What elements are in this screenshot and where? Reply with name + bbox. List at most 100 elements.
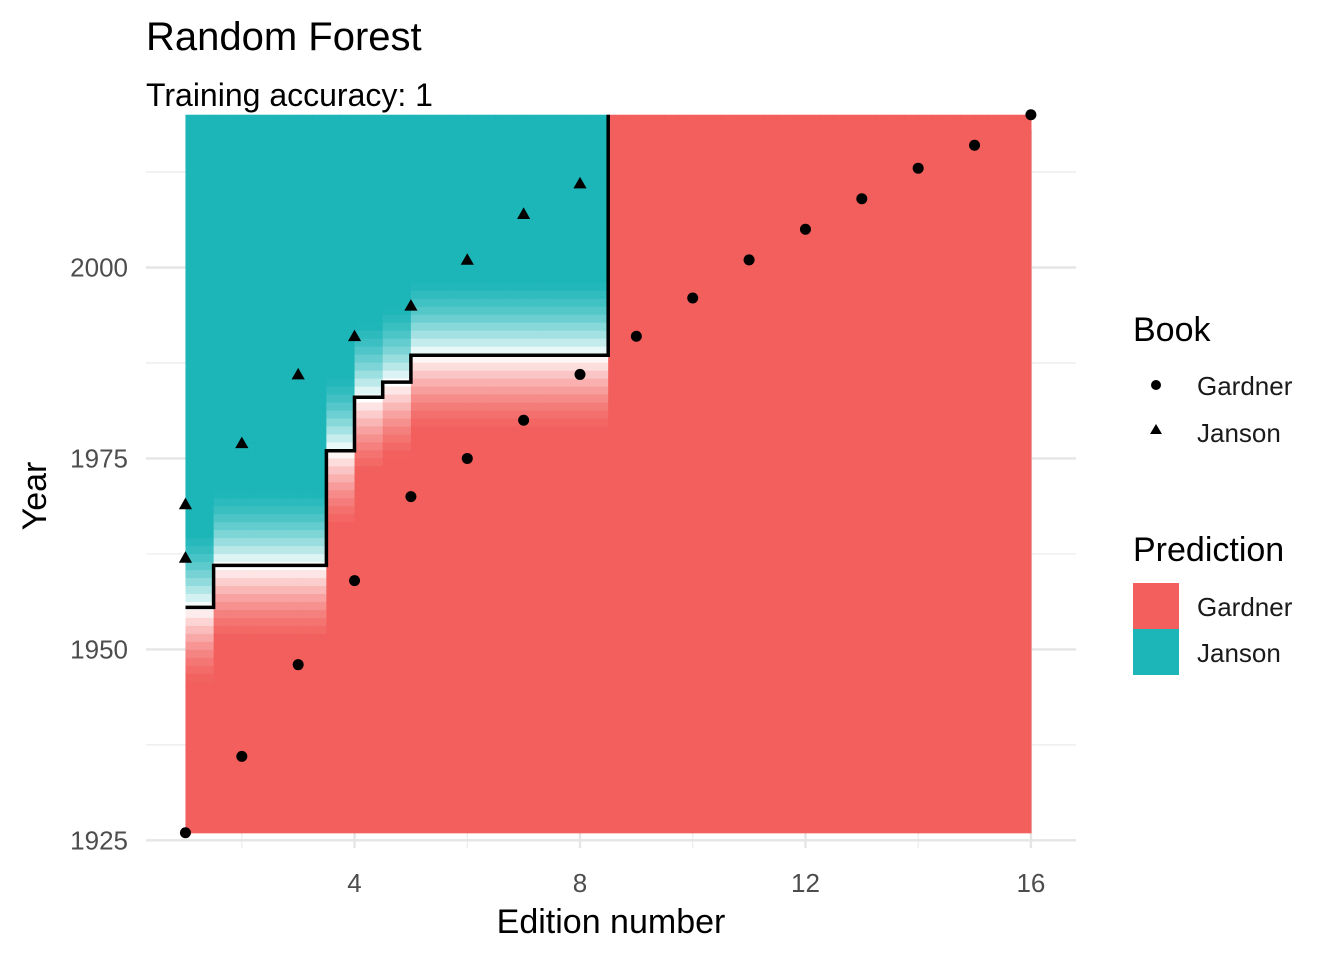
prediction-tile: [763, 178, 778, 188]
prediction-tile: [706, 537, 722, 547]
prediction-tile: [847, 202, 863, 212]
prediction-tile: [255, 162, 271, 172]
prediction-tile: [453, 138, 468, 148]
prediction-tile: [833, 114, 849, 124]
prediction-tile: [537, 792, 553, 802]
prediction-tile: [946, 705, 962, 714]
prediction-tile: [509, 609, 525, 618]
prediction-tile: [241, 489, 257, 499]
prediction-tile: [396, 122, 412, 132]
prediction-tile: [227, 736, 243, 746]
prediction-tile: [636, 314, 652, 323]
prediction-tile: [847, 194, 863, 204]
prediction-tile: [847, 641, 863, 650]
prediction-tile: [805, 417, 821, 427]
prediction-tile: [580, 681, 595, 690]
prediction-tile: [410, 593, 426, 602]
prediction-tile: [241, 306, 257, 315]
prediction-tile: [481, 744, 497, 754]
prediction-tile: [678, 729, 694, 738]
prediction-tile: [354, 577, 370, 587]
prediction-tile: [720, 465, 736, 475]
prediction-tile: [918, 417, 933, 427]
prediction-tile: [227, 768, 243, 778]
prediction-tile: [439, 401, 454, 411]
prediction-tile: [481, 202, 497, 212]
prediction-tile: [608, 681, 623, 690]
prediction-tile: [551, 577, 567, 587]
prediction-tile: [382, 346, 398, 355]
prediction-tile: [312, 290, 327, 299]
prediction-tile: [241, 226, 257, 235]
prediction-tile: [425, 298, 440, 307]
prediction-tile: [650, 282, 666, 291]
prediction-tile: [735, 585, 750, 594]
prediction-tile: [847, 561, 863, 571]
prediction-tile: [368, 800, 384, 810]
prediction-tile: [284, 729, 299, 738]
prediction-tile: [439, 354, 454, 363]
prediction-tile: [706, 354, 722, 363]
prediction-tile: [551, 529, 567, 539]
prediction-tile: [255, 138, 271, 148]
prediction-tile: [946, 178, 962, 188]
prediction-tile: [340, 609, 356, 618]
prediction-tile: [608, 633, 623, 642]
prediction-tile: [255, 768, 271, 778]
prediction-tile: [284, 210, 299, 220]
prediction-tile: [551, 370, 567, 379]
prediction-tile: [185, 250, 201, 259]
prediction-tile: [763, 338, 778, 347]
prediction-tile: [284, 354, 299, 363]
prediction-tile: [425, 162, 440, 172]
prediction-tile: [298, 122, 313, 132]
prediction-tile: [692, 290, 708, 299]
prediction-tile: [594, 768, 609, 778]
prediction-tile: [847, 545, 863, 555]
prediction-tile: [326, 625, 342, 634]
prediction-tile: [298, 330, 313, 339]
prediction-tile: [650, 553, 666, 563]
prediction-tile: [439, 537, 454, 547]
prediction-tile: [284, 146, 299, 156]
prediction-tile: [946, 489, 962, 499]
prediction-tile: [875, 330, 891, 339]
prediction-tile: [439, 178, 454, 188]
prediction-tile: [227, 114, 243, 124]
prediction-tile: [551, 401, 567, 411]
prediction-tile: [270, 768, 285, 778]
prediction-tile: [326, 377, 342, 387]
prediction-tile: [918, 242, 933, 251]
prediction-tile: [565, 736, 581, 746]
prediction-tile: [819, 417, 835, 427]
prediction-tile: [650, 537, 666, 547]
prediction-tile: [946, 258, 962, 267]
prediction-tile: [706, 162, 722, 172]
prediction-tile: [932, 689, 947, 698]
prediction-tile: [495, 736, 511, 746]
prediction-tile: [537, 330, 553, 339]
prediction-tile: [382, 202, 398, 212]
prediction-tile: [340, 649, 356, 658]
prediction-tile: [284, 800, 299, 810]
prediction-tile: [453, 736, 468, 746]
prediction-tile: [594, 154, 609, 164]
prediction-tile: [636, 226, 652, 235]
prediction-tile: [735, 633, 750, 642]
prediction-tile: [819, 409, 835, 419]
prediction-tile: [819, 314, 835, 323]
prediction-tile: [523, 465, 539, 475]
prediction-tile: [213, 569, 229, 579]
prediction-tile: [481, 178, 497, 188]
prediction-tile: [396, 130, 412, 140]
prediction-tile: [298, 633, 313, 642]
prediction-tile: [875, 481, 891, 491]
prediction-tile: [453, 425, 468, 435]
prediction-tile: [537, 306, 553, 315]
prediction-tile: [227, 625, 243, 634]
prediction-tile: [368, 473, 384, 483]
prediction-tile: [960, 824, 976, 834]
prediction-tile: [326, 609, 342, 618]
prediction-tile: [791, 625, 807, 634]
prediction-tile: [326, 673, 342, 682]
